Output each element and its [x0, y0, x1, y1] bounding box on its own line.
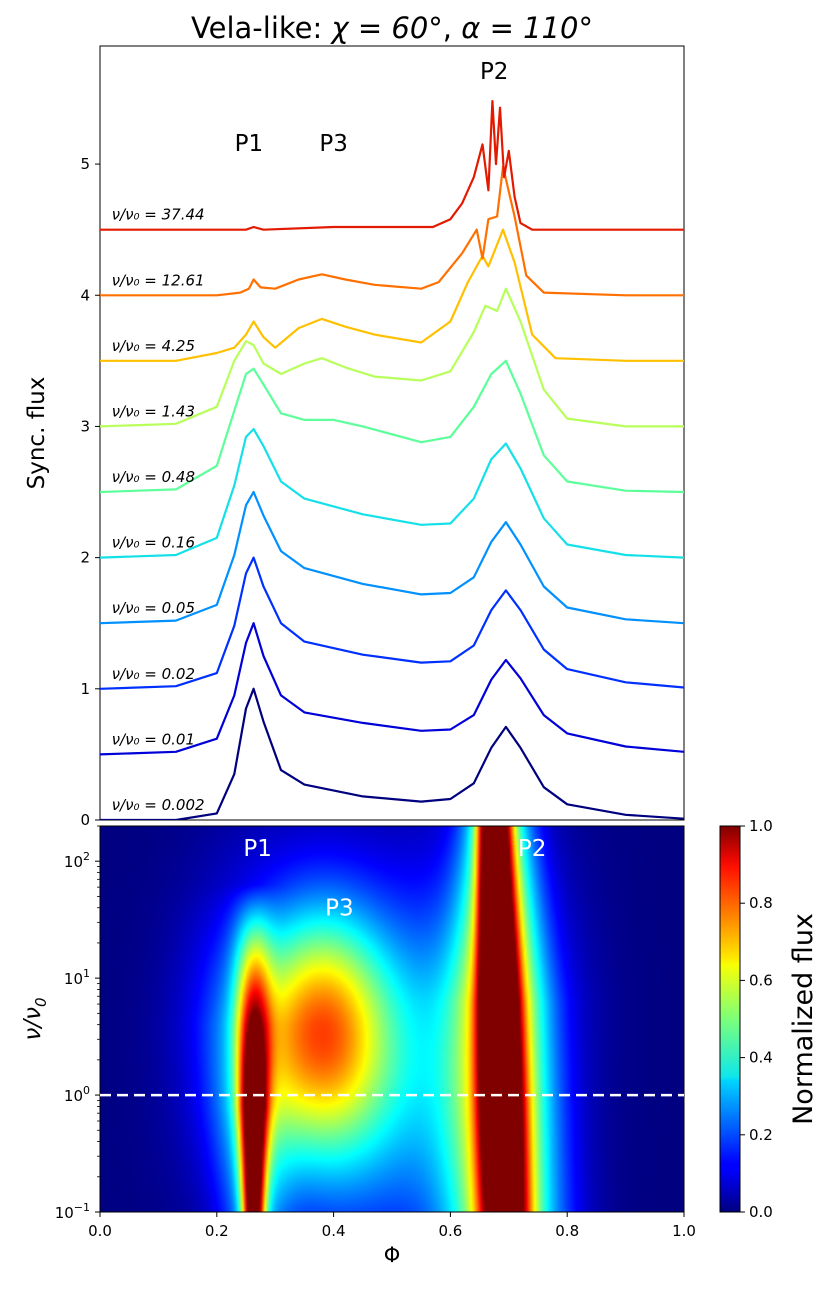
colorbar-tick-label-0: 0.0 — [749, 1203, 773, 1221]
series-line-6 — [100, 287, 684, 428]
series-line-4 — [100, 428, 684, 559]
series-line-7 — [100, 228, 684, 362]
heatmap-ytick-label-0: 10−1 — [55, 1201, 90, 1222]
heatmap-ylabel-sub: 0 — [32, 998, 50, 1008]
heatmap-label-p1: P1 — [243, 836, 272, 862]
heatmap-ytick-base: 10 — [64, 853, 83, 871]
heatmap-xtick-label-0: 0.0 — [88, 1222, 112, 1240]
colorbar-tick-label-4: 0.8 — [749, 894, 773, 912]
heatmap-ylabel: ν/ν0 — [20, 998, 50, 1041]
heatmap-xlabel: Φ — [384, 1243, 401, 1267]
heatmap-ytick-base: 10 — [64, 1087, 83, 1105]
series-label-9: ν/ν₀ = 37.44 — [112, 206, 205, 224]
line-ytick-label-3: 3 — [80, 417, 90, 435]
series-label-0: ν/ν₀ = 0.002 — [112, 796, 205, 814]
line-ytick-label-5: 5 — [80, 155, 90, 173]
heatmap-ytick-exp: 2 — [83, 850, 90, 863]
colorbar-tick-label-3: 0.6 — [749, 971, 773, 989]
heatmap-ytick-base: 10 — [55, 1204, 74, 1222]
title-prefix: Vela-like: — [191, 11, 331, 45]
heatmap-label-p3: P3 — [325, 896, 354, 922]
series-label-8: ν/ν₀ = 12.61 — [112, 271, 205, 289]
colorbar-tick-label-1: 0.2 — [749, 1126, 773, 1144]
series-label-1: ν/ν₀ = 0.01 — [112, 730, 195, 748]
heatmap-xtick-label-5: 1.0 — [672, 1222, 696, 1240]
peak-label-p3: P3 — [319, 131, 348, 157]
heatmap-ytick-label-1: 100 — [64, 1084, 90, 1105]
heatmap-xtick-label-4: 0.8 — [555, 1222, 579, 1240]
peak-label-p1: P1 — [235, 131, 264, 157]
heatmap-ytick-label-3: 102 — [64, 850, 90, 871]
series-line-5 — [100, 359, 684, 494]
heatmap-frame — [99, 825, 685, 1213]
line-ytick-label-0: 0 — [80, 811, 90, 829]
peak-label-p2: P2 — [480, 59, 509, 85]
series-line-1 — [100, 622, 684, 756]
series-label-3: ν/ν₀ = 0.05 — [112, 599, 195, 617]
series-line-9 — [100, 100, 684, 231]
series-line-3 — [100, 490, 684, 625]
line-ytick-label-1: 1 — [80, 680, 90, 698]
heatmap-ylabel-base: ν/ν — [20, 1007, 46, 1041]
heatmap-xtick-label-1: 0.2 — [205, 1222, 229, 1240]
line-panel-ylabel: Sync. flux — [24, 377, 50, 490]
title-chi: χ = 60° — [329, 11, 442, 45]
colorbar-label: Normalized flux — [788, 913, 819, 1125]
colorbar-gradient — [719, 825, 741, 1213]
heatmap-ytick-exp: −1 — [74, 1201, 90, 1214]
heatmap-ytick-exp: 0 — [83, 1084, 90, 1097]
heatmap-xtick-label-2: 0.4 — [322, 1222, 346, 1240]
series-label-5: ν/ν₀ = 0.48 — [112, 468, 195, 486]
line-panel-frame — [99, 45, 685, 821]
heatmap-image — [100, 826, 684, 1212]
colorbar-tick-label-2: 0.4 — [749, 1049, 773, 1067]
line-panel: ν/ν₀ = 0.002 ν/ν₀ = 0.01 ν/ν₀ = 0.02 ν/ν₀ =… — [24, 45, 685, 829]
heatmap-xtick-label-3: 0.6 — [438, 1222, 462, 1240]
series-label-2: ν/ν₀ = 0.02 — [112, 665, 195, 683]
series-label-7: ν/ν₀ = 4.25 — [112, 337, 195, 355]
heatmap-ytick-base: 10 — [64, 970, 83, 988]
title-sep: , — [443, 11, 461, 45]
heatmap-label-p2: P2 — [518, 836, 547, 862]
line-ytick-label-2: 2 — [80, 549, 90, 567]
colorbar-tick-label-5: 1.0 — [749, 817, 773, 835]
chart-title: Vela-like: χ = 60°, α = 110° — [191, 11, 593, 45]
heatmap-ytick-label-2: 101 — [64, 967, 90, 988]
series-line-0 — [100, 687, 684, 820]
line-ytick-label-4: 4 — [80, 286, 90, 304]
heatmap-ytick-exp: 1 — [83, 967, 90, 980]
colorbar: 0.0 0.2 0.4 0.6 0.8 1.0 Normalized flux — [719, 817, 819, 1221]
series-label-4: ν/ν₀ = 0.16 — [112, 534, 195, 552]
series-line-8 — [100, 165, 684, 297]
series-label-6: ν/ν₀ = 1.43 — [112, 402, 195, 420]
title-alpha: α = 110° — [461, 11, 593, 45]
series-line-2 — [100, 556, 684, 690]
